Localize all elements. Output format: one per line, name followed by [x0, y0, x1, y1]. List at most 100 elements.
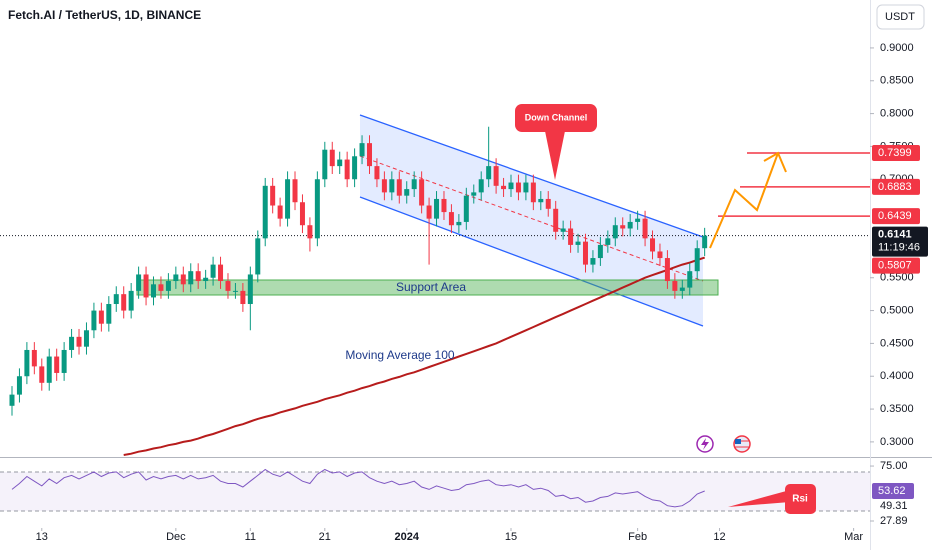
candle-body [635, 218, 641, 222]
candle-body [687, 271, 693, 288]
candle-body [426, 205, 432, 219]
x-tick-label: Mar [844, 531, 863, 543]
candle-body [366, 143, 372, 167]
candle-body [136, 274, 142, 291]
candle-body [9, 394, 15, 406]
candle-body [471, 192, 477, 196]
candle-body [642, 218, 648, 239]
level-label-box [872, 145, 920, 162]
candle-body [389, 179, 395, 193]
candle-body [501, 185, 507, 190]
candle-body [672, 281, 678, 291]
candle-body [180, 274, 186, 285]
candle-body [307, 225, 313, 239]
candle-body [46, 356, 52, 383]
channel-pointer [545, 131, 565, 180]
x-tick-label: 2024 [394, 531, 419, 543]
candle-body [478, 179, 484, 193]
candle-body [650, 238, 656, 252]
level-label: 0.6439 [878, 210, 912, 222]
candle-body [158, 284, 164, 291]
level-label: 0.7399 [878, 147, 912, 159]
rsi-value: 53.62 [878, 485, 906, 497]
flag-canton [735, 439, 741, 444]
level-label-box [872, 208, 920, 225]
candle-body [515, 182, 521, 193]
candle-body [545, 198, 551, 209]
ma-value-label: 0.5807 [878, 259, 912, 271]
candle-body [597, 244, 603, 259]
candle-body [188, 271, 194, 285]
candle-body [448, 212, 454, 226]
support-label: Support Area [396, 280, 466, 294]
candle-body [218, 264, 224, 282]
candle-body [232, 290, 238, 292]
y-tick-label: 0.4000 [880, 370, 914, 382]
candle-body [54, 356, 60, 373]
x-tick-label: 21 [319, 531, 331, 543]
candle-body [553, 208, 559, 232]
chart-title: Fetch.AI / TetherUS, 1D, BINANCE [8, 8, 201, 22]
candle-body [352, 156, 358, 180]
candle-body [39, 366, 45, 383]
x-tick-label: Dec [166, 531, 186, 543]
candle-body [329, 149, 335, 167]
y-tick-label: 0.3000 [880, 436, 914, 448]
currency[interactable]: USDT [885, 11, 915, 23]
candle-body [381, 179, 387, 193]
candle-body [657, 251, 663, 259]
currency-box[interactable] [876, 4, 925, 30]
candle-body [247, 274, 253, 305]
y-tick-label: 0.8000 [880, 107, 914, 119]
candle-body [486, 166, 492, 180]
candle-body [24, 349, 30, 377]
candle-body [98, 310, 104, 324]
candle-body [344, 159, 350, 180]
channel-fill [360, 115, 703, 326]
candle-body [694, 248, 700, 272]
candle-body [411, 179, 417, 190]
annotations-over: Support Area Moving Average 100 Down Cha… [345, 104, 816, 514]
rsi-ma-value: 49.31 [880, 500, 908, 512]
candle-body [210, 264, 216, 278]
lightning [701, 438, 709, 450]
candle-body [106, 304, 112, 324]
projection-arrow [709, 152, 779, 249]
candle-body [627, 221, 633, 229]
candle-body [508, 182, 514, 190]
candle-body [434, 198, 440, 219]
y-tick-label: 0.9000 [880, 42, 914, 54]
candle-body [337, 159, 343, 167]
candle-body [16, 376, 22, 395]
x-tick-label: 11 [245, 531, 256, 543]
candle-body [69, 336, 75, 350]
candle-body [582, 241, 588, 265]
candle-body [359, 143, 365, 157]
x-tick-label: 13 [36, 531, 48, 543]
candle-body [314, 179, 320, 239]
candle-body [270, 185, 276, 206]
candle-body [590, 258, 596, 265]
channel-top [359, 114, 704, 238]
rsi-tick-label: 75.00 [880, 460, 908, 472]
candle-body [463, 195, 469, 222]
ma-line [123, 256, 706, 456]
arrow-head [763, 151, 787, 173]
candle-body [702, 235, 708, 249]
candle-body [679, 287, 685, 291]
x-tick-label: 12 [713, 531, 725, 543]
candle-body [456, 221, 462, 226]
candle-body [195, 271, 201, 282]
candle-body [151, 284, 157, 298]
rsi-box [785, 484, 816, 514]
price-label: 0.6141 [878, 229, 912, 241]
annotations-under [136, 114, 719, 327]
candle-body [76, 336, 82, 347]
candle-body [605, 238, 611, 245]
candle-body [173, 274, 179, 282]
candle-body [620, 225, 626, 229]
y-tick-label: 0.8500 [880, 75, 914, 87]
ma-label-box [872, 257, 920, 274]
x-tick-label: Feb [628, 531, 647, 543]
